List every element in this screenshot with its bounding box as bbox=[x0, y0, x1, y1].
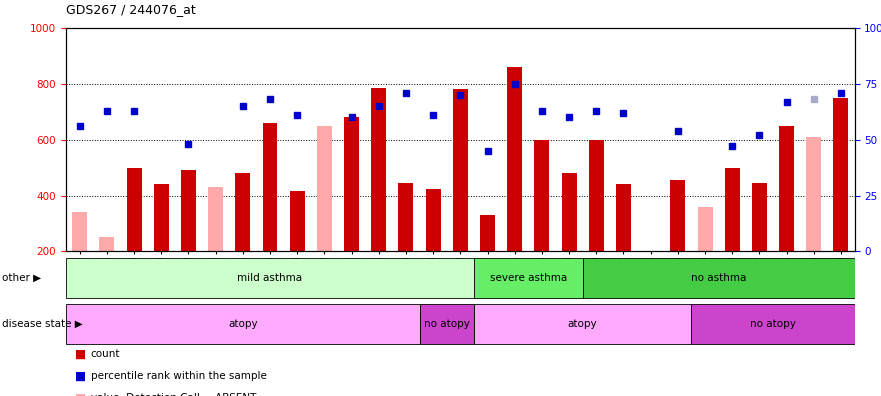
Bar bbox=[779, 126, 794, 251]
Text: no atopy: no atopy bbox=[424, 319, 470, 329]
Bar bbox=[751, 183, 766, 251]
Text: atopy: atopy bbox=[568, 319, 597, 329]
Bar bbox=[100, 238, 115, 251]
Bar bbox=[66, 258, 474, 298]
Bar bbox=[670, 180, 685, 251]
Text: atopy: atopy bbox=[228, 319, 257, 329]
Bar bbox=[453, 89, 468, 251]
Bar bbox=[561, 173, 576, 251]
Bar bbox=[72, 212, 87, 251]
Bar bbox=[582, 258, 855, 298]
Bar bbox=[474, 304, 692, 344]
Bar bbox=[181, 170, 196, 251]
Bar bbox=[535, 140, 550, 251]
Bar bbox=[66, 304, 419, 344]
Bar bbox=[474, 258, 582, 298]
Bar bbox=[507, 67, 522, 251]
Bar bbox=[235, 173, 250, 251]
Text: ■: ■ bbox=[75, 370, 86, 383]
Bar bbox=[833, 98, 848, 251]
Bar bbox=[725, 168, 740, 251]
Text: count: count bbox=[91, 349, 120, 360]
Text: ■: ■ bbox=[75, 392, 86, 396]
Bar bbox=[154, 185, 169, 251]
Bar bbox=[317, 126, 332, 251]
Bar bbox=[480, 215, 495, 251]
Bar bbox=[692, 304, 855, 344]
Text: GDS267 / 244076_at: GDS267 / 244076_at bbox=[66, 3, 196, 16]
Bar bbox=[806, 137, 821, 251]
Bar bbox=[643, 251, 658, 263]
Bar bbox=[419, 304, 474, 344]
Bar bbox=[290, 191, 305, 251]
Bar bbox=[698, 207, 713, 251]
Text: disease state ▶: disease state ▶ bbox=[2, 319, 83, 329]
Text: value, Detection Call = ABSENT: value, Detection Call = ABSENT bbox=[91, 393, 256, 396]
Text: other ▶: other ▶ bbox=[2, 273, 41, 283]
Bar bbox=[426, 188, 440, 251]
Text: percentile rank within the sample: percentile rank within the sample bbox=[91, 371, 267, 381]
Bar bbox=[589, 140, 603, 251]
Text: severe asthma: severe asthma bbox=[490, 273, 566, 283]
Bar bbox=[127, 168, 142, 251]
Text: ■: ■ bbox=[75, 348, 86, 361]
Bar bbox=[616, 185, 631, 251]
Text: no asthma: no asthma bbox=[691, 273, 746, 283]
Bar bbox=[398, 183, 413, 251]
Bar bbox=[208, 187, 223, 251]
Bar bbox=[263, 123, 278, 251]
Text: mild asthma: mild asthma bbox=[238, 273, 302, 283]
Text: no atopy: no atopy bbox=[750, 319, 796, 329]
Bar bbox=[371, 88, 386, 251]
Bar bbox=[344, 117, 359, 251]
